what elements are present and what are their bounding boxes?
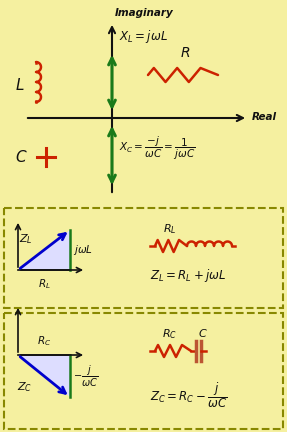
Text: $X_C = \dfrac{-j}{\omega C} = \dfrac{1}{j\omega C}$: $X_C = \dfrac{-j}{\omega C} = \dfrac{1}{… bbox=[119, 134, 195, 162]
Text: $R_L$: $R_L$ bbox=[38, 277, 51, 291]
Text: Real: Real bbox=[252, 112, 277, 122]
Text: $R_C$: $R_C$ bbox=[162, 327, 178, 341]
Polygon shape bbox=[18, 355, 70, 397]
Text: Imaginary: Imaginary bbox=[115, 8, 174, 18]
Text: $X_L = j\omega L$: $X_L = j\omega L$ bbox=[119, 28, 168, 45]
Text: $C$: $C$ bbox=[15, 149, 28, 165]
Text: $Z_C = R_C - \dfrac{j}{\omega C}$: $Z_C = R_C - \dfrac{j}{\omega C}$ bbox=[150, 380, 228, 410]
Text: $C$: $C$ bbox=[198, 327, 208, 339]
Text: $j\omega L$: $j\omega L$ bbox=[73, 243, 93, 257]
Text: $-\dfrac{j}{\omega C}$: $-\dfrac{j}{\omega C}$ bbox=[73, 363, 98, 388]
FancyBboxPatch shape bbox=[4, 208, 283, 308]
Polygon shape bbox=[18, 230, 70, 270]
Text: $R_C$: $R_C$ bbox=[37, 334, 51, 348]
Text: $Z_L$: $Z_L$ bbox=[19, 232, 33, 246]
Text: $Z_C$: $Z_C$ bbox=[17, 380, 32, 394]
Text: $R$: $R$ bbox=[180, 46, 190, 60]
Text: $Z_L = R_L + j\omega L$: $Z_L = R_L + j\omega L$ bbox=[150, 267, 226, 285]
FancyBboxPatch shape bbox=[4, 313, 283, 429]
Text: $R_L$: $R_L$ bbox=[163, 222, 177, 236]
Text: $L$: $L$ bbox=[15, 77, 25, 93]
